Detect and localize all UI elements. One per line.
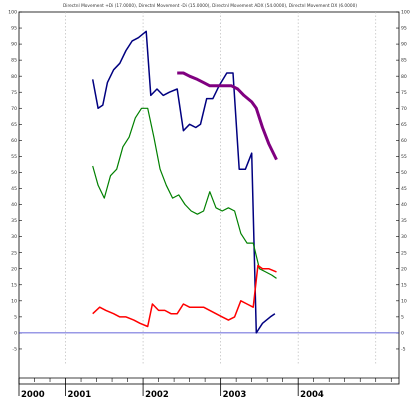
y-tick-label: 50 (401, 170, 407, 176)
y-tick-label: 90 (401, 42, 407, 48)
y-tick-label: 20 (401, 266, 407, 272)
y-tick-label: 0 (14, 331, 17, 337)
y-tick-label: 100 (8, 10, 17, 16)
y-tick-label: 15 (401, 282, 407, 288)
y-tick-label: 25 (401, 250, 407, 256)
y-tick-label: 45 (11, 186, 17, 192)
y-tick-label: 40 (401, 202, 407, 208)
x-axis: 2000 2001 2002 2003 2004 (18, 377, 399, 400)
vertical-grid (65, 12, 377, 365)
y-tick-label: 35 (401, 218, 407, 224)
y-tick-label: 95 (401, 26, 407, 32)
chart-title: Directnl Movement +Di (17.0000), Directn… (63, 3, 357, 9)
y-tick-label: 75 (11, 90, 17, 96)
y-tick-label: -5 (401, 347, 406, 353)
y-tick-label: 90 (11, 42, 17, 48)
y-tick-label: 5 (401, 314, 404, 320)
y-tick-label: 60 (401, 138, 407, 144)
y-tick-label: 60 (11, 138, 17, 144)
y-tick-label: 100 (401, 10, 410, 16)
y-tick-label: 65 (401, 122, 407, 128)
plot-area-frame (18, 11, 400, 385)
y-tick-label: 55 (401, 154, 407, 160)
x-tick-label: 2001 (68, 390, 92, 400)
y-tick-label: 10 (11, 298, 17, 304)
series-line-1 (91, 30, 276, 334)
x-tick-label: 2000 (21, 390, 45, 400)
y-tick-label: 30 (401, 234, 407, 240)
y-tick-label: 85 (11, 58, 17, 64)
y-tick-label: 80 (401, 74, 407, 80)
series-layer (91, 30, 278, 334)
y-tick-label: 55 (11, 154, 17, 160)
series-line-4 (177, 71, 278, 161)
y-tick-label: 40 (11, 202, 17, 208)
y-tick-label: 70 (401, 106, 407, 112)
y-tick-label: 15 (11, 282, 17, 288)
y-tick-label: -5 (12, 347, 17, 353)
left-y-axis-ticks: -5 0 5 10 15 20 25 30 35 40 45 50 55 60 65 70 75 80 85 90 95… (8, 10, 22, 353)
x-tick-label: 2002 (145, 390, 169, 400)
y-tick-label: 95 (11, 26, 17, 32)
y-tick-label: 5 (14, 314, 17, 320)
x-tick-label: 2003 (223, 390, 247, 400)
y-tick-label: 20 (11, 266, 17, 272)
y-tick-label: 30 (11, 234, 17, 240)
y-tick-label: 35 (11, 218, 17, 224)
y-tick-label: 25 (11, 250, 17, 256)
y-tick-label: 65 (11, 122, 17, 128)
right-y-axis-ticks: -5 0 5 10 15 20 25 30 35 40 45 50 55 60 65 70 75 80 85 90 95… (396, 10, 410, 353)
series-line-2 (92, 107, 277, 279)
y-tick-label: 85 (401, 58, 407, 64)
y-tick-label: 75 (401, 90, 407, 96)
y-tick-label: 70 (11, 106, 17, 112)
y-tick-label: 10 (401, 298, 407, 304)
y-tick-label: 50 (11, 170, 17, 176)
y-tick-label: 80 (11, 74, 17, 80)
x-tick-label: 2004 (300, 390, 324, 400)
series-line-3 (92, 264, 277, 328)
y-tick-label: 45 (401, 186, 407, 192)
y-tick-label: 0 (401, 331, 404, 337)
